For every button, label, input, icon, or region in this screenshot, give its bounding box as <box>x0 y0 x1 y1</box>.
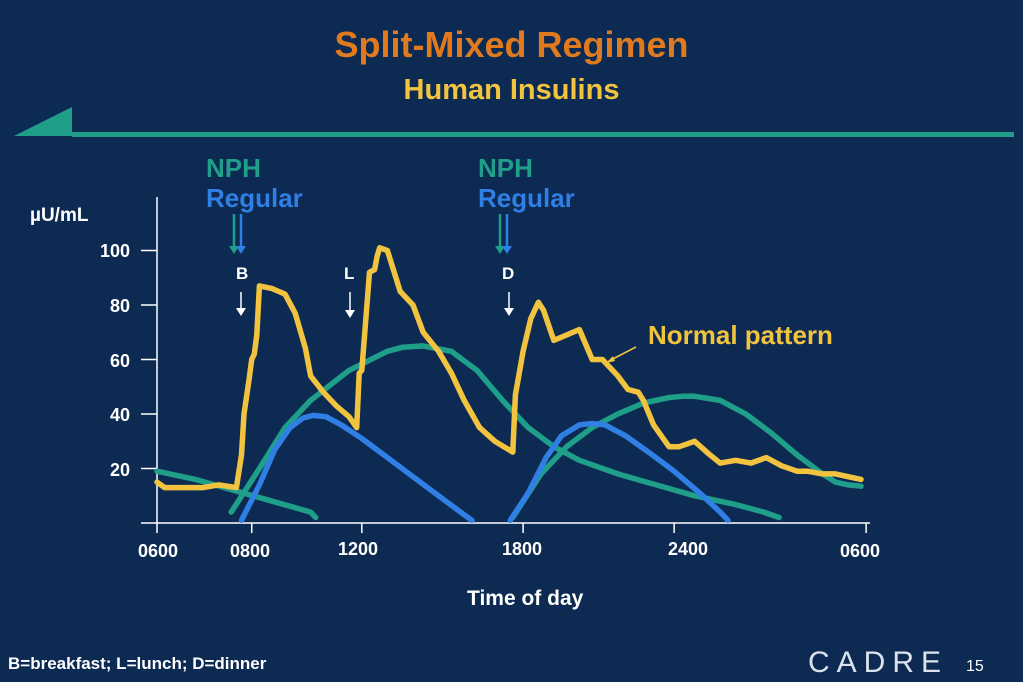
normal-pattern-label: Normal pattern <box>648 320 833 350</box>
y-tick-label: 80 <box>109 296 130 316</box>
x-tick-label: 0600 <box>137 541 179 561</box>
x-axis-label: Time of day <box>467 587 584 610</box>
x-tick-label: 0800 <box>229 541 271 561</box>
header-divider-arrow <box>14 107 72 136</box>
meal-arrow-lunch-head <box>345 310 355 318</box>
page-number: 15 <box>966 658 984 675</box>
header-divider-bar <box>72 132 1014 137</box>
nph-label-2: NPH <box>478 153 533 183</box>
nph-dose-arrow-head <box>495 246 505 254</box>
y-tick-label: 40 <box>109 405 130 425</box>
x-tick-label: 1800 <box>501 539 543 559</box>
meal-lunch-label: L <box>344 264 355 283</box>
y-tick-label: 20 <box>109 460 130 480</box>
slide-title: Split-Mixed Regimen <box>334 24 689 65</box>
x-tick-label: 0600 <box>839 541 881 561</box>
regular-label-2: Regular <box>478 183 575 213</box>
series-line-normal-pattern <box>154 245 864 491</box>
regular-label-1: Regular <box>206 183 303 213</box>
normal-pattern-pointer-head <box>606 356 615 363</box>
cadre-logo: CADRE <box>808 646 949 679</box>
slide-subtitle: Human Insulins <box>403 74 620 106</box>
dose-arrows <box>229 214 514 318</box>
regular-dose-arrow-head <box>502 246 512 254</box>
chart-axes <box>141 197 870 533</box>
nph-label-1: NPH <box>206 153 261 183</box>
meal-arrow-dinner-head <box>504 308 514 316</box>
y-tick-label: 100 <box>99 241 130 261</box>
meal-breakfast-label: B <box>236 264 249 283</box>
y-tick-label: 60 <box>109 351 130 371</box>
regular-dose-arrow-head <box>236 246 246 254</box>
x-tick-label: 2400 <box>667 539 709 559</box>
chart-series <box>154 245 864 524</box>
series-line-nph <box>154 343 864 521</box>
y-axis-label: µU/mL <box>30 205 89 226</box>
nph-dose-arrow-head <box>229 246 239 254</box>
meal-arrow-breakfast-head <box>236 308 246 316</box>
meal-dinner-label: D <box>502 264 515 283</box>
series-line-regular <box>238 412 731 524</box>
x-tick-label: 1200 <box>337 539 379 559</box>
footer-legend: B=breakfast; L=lunch; D=dinner <box>8 654 267 673</box>
